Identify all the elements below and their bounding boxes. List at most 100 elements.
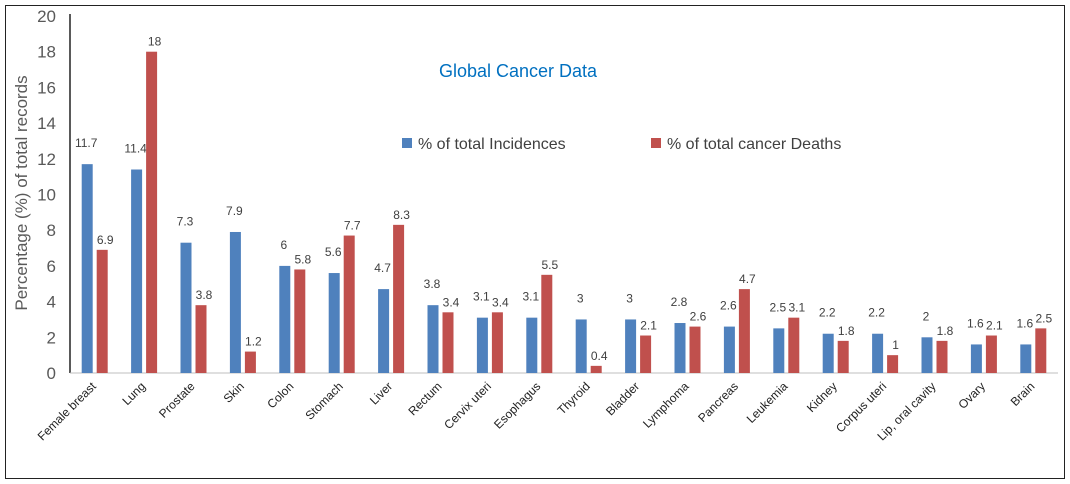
- bar-incidences: [131, 169, 143, 373]
- x-tick-label: Female breast: [35, 379, 100, 444]
- y-tick-label: 2: [47, 328, 56, 347]
- x-tick-label: Thyroid: [555, 379, 593, 417]
- bar-deaths: [689, 326, 701, 373]
- x-tick-label: Leukemia: [744, 379, 791, 426]
- y-tick-label: 14: [37, 114, 56, 133]
- data-label-deaths: 1: [892, 338, 899, 352]
- bar-deaths: [985, 335, 997, 373]
- data-label-deaths: 5.8: [294, 252, 311, 266]
- legend-label-deaths: % of total cancer Deaths: [667, 136, 841, 153]
- bar-deaths: [146, 51, 158, 373]
- bar-incidences: [625, 319, 637, 373]
- data-label-incidences: 1.6: [1016, 316, 1033, 330]
- legend: % of total Incidences % of total cancer …: [402, 136, 841, 153]
- bar-incidences: [378, 289, 390, 373]
- data-label-incidences: 2.6: [720, 299, 737, 313]
- y-tick-label: 0: [47, 364, 56, 383]
- bar-incidences: [476, 317, 488, 373]
- bar-incidences: [279, 265, 291, 373]
- data-label-incidences: 2.2: [868, 306, 885, 320]
- data-label-incidences: 3: [577, 291, 584, 305]
- x-tick-label: Esophagus: [491, 379, 543, 431]
- data-label-deaths: 4.7: [739, 272, 756, 286]
- bar-incidences: [427, 305, 439, 373]
- data-label-incidences: 3.8: [424, 277, 441, 291]
- bar-deaths: [343, 235, 355, 373]
- x-tick-label: Colon: [264, 379, 296, 411]
- data-label-incidences: 1.6: [967, 316, 984, 330]
- data-label-deaths: 2.5: [1035, 311, 1052, 325]
- data-label-incidences: 4.7: [374, 261, 391, 275]
- legend-swatch-incidences: [402, 138, 412, 148]
- bar-incidences: [773, 328, 785, 373]
- y-tick-label: 10: [37, 186, 56, 205]
- bar-deaths: [887, 355, 899, 373]
- bar-deaths: [442, 312, 454, 373]
- data-label-incidences: 6: [280, 238, 287, 252]
- data-label-deaths: 2.1: [986, 319, 1003, 333]
- data-label-incidences: 7.3: [177, 215, 194, 229]
- x-tick-label: Stomach: [302, 379, 345, 422]
- data-label-incidences: 7.9: [226, 204, 243, 218]
- x-tick-label: Bladder: [603, 379, 642, 418]
- bar-incidences: [328, 273, 340, 373]
- bar-deaths: [491, 312, 503, 373]
- data-label-deaths: 2.1: [640, 319, 657, 333]
- bar-deaths: [96, 249, 108, 373]
- x-tick-label: Ovary: [955, 379, 988, 412]
- bar-deaths: [541, 274, 553, 373]
- bar-incidences: [81, 164, 93, 373]
- bar-deaths: [1035, 328, 1047, 373]
- data-label-deaths: 3.8: [196, 288, 213, 302]
- bar-incidences: [575, 319, 587, 373]
- x-tick-label: Kidney: [804, 379, 840, 415]
- bar-incidences: [921, 337, 933, 373]
- bar-incidences: [970, 344, 982, 373]
- data-label-deaths: 8.3: [393, 208, 410, 222]
- x-tick-label: Prostate: [156, 379, 198, 421]
- data-label-deaths: 2.6: [690, 310, 707, 324]
- data-label-incidences: 2.8: [671, 295, 688, 309]
- bar-incidences: [822, 333, 834, 373]
- x-tick-label: Skin: [221, 379, 247, 405]
- bar-deaths: [837, 340, 849, 373]
- data-label-incidences: 2.2: [819, 306, 836, 320]
- legend-label-incidences: % of total Incidences: [418, 136, 566, 153]
- data-label-incidences: 11.4: [124, 142, 147, 156]
- x-tick-label: Lymphoma: [640, 379, 692, 431]
- x-tick-label: Cervix uteri: [441, 379, 494, 432]
- data-label-deaths: 1.8: [838, 324, 855, 338]
- bar-incidences: [674, 323, 686, 373]
- bar-deaths: [244, 351, 256, 373]
- y-tick-label: 8: [47, 221, 56, 240]
- data-label-deaths: 0.4: [591, 349, 608, 363]
- y-tick-label: 4: [47, 293, 56, 312]
- chart-title: Global Cancer Data: [439, 61, 598, 81]
- bar-incidences: [526, 317, 538, 373]
- x-tick-label: Rectum: [405, 379, 444, 418]
- data-label-deaths: 6.9: [97, 233, 114, 247]
- data-label-deaths: 5.5: [541, 258, 558, 272]
- data-label-deaths: 1.2: [245, 335, 262, 349]
- bar-incidences: [180, 242, 192, 373]
- bar-deaths: [393, 224, 405, 373]
- legend-swatch-deaths: [651, 138, 661, 148]
- bar-deaths: [640, 335, 652, 373]
- data-label-incidences: 3: [626, 291, 633, 305]
- y-tick-label: 16: [37, 78, 56, 97]
- data-label-incidences: 2.5: [769, 300, 786, 314]
- chart-frame: [5, 5, 1065, 479]
- data-label-incidences: 5.6: [325, 245, 342, 259]
- data-label-deaths: 3.4: [492, 295, 509, 309]
- data-label-incidences: 11.7: [75, 136, 98, 150]
- x-tick-label: Brain: [1008, 379, 1038, 409]
- bar-incidences: [1020, 344, 1032, 373]
- data-label-deaths: 1.8: [937, 324, 954, 338]
- x-tick-label: Pancreas: [695, 379, 741, 425]
- data-label-deaths: 3.1: [788, 301, 805, 315]
- data-label-incidences: 2: [923, 309, 930, 323]
- bar-deaths: [590, 365, 602, 373]
- bar-deaths: [738, 289, 750, 373]
- data-label-deaths: 18: [148, 35, 162, 49]
